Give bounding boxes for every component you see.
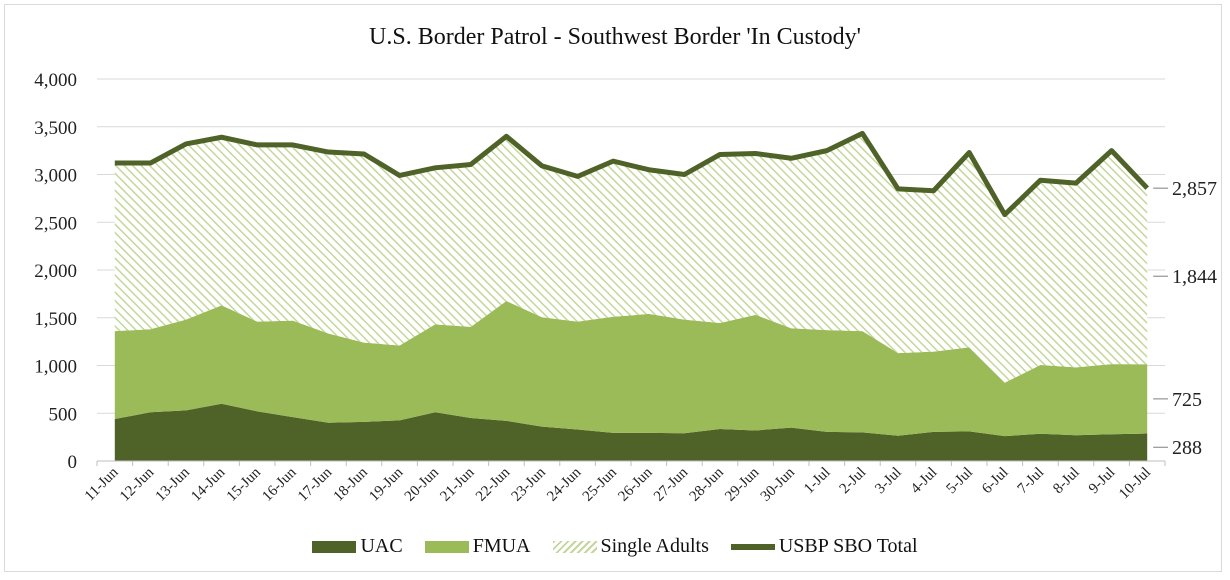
legend-item-fmua: FMUA: [424, 535, 531, 558]
legend-item-uac: UAC: [312, 535, 403, 558]
x-tick-label: 13-Jun: [153, 464, 194, 505]
x-tick-label: 3-Jul: [872, 465, 905, 498]
x-tick-label: 20-Jun: [402, 464, 443, 505]
legend-swatch-total: [730, 543, 775, 550]
y-tick-label: 4,000: [34, 70, 77, 91]
chart-plot: 05001,0001,5002,0002,5003,0003,5004,000 …: [34, 70, 1217, 505]
area-uac: [114, 403, 1148, 461]
legend-label-total: USBP SBO Total: [778, 535, 918, 557]
legend-label-fmua: FMUA: [472, 535, 531, 557]
x-tick-label: 1-Jul: [801, 465, 834, 498]
x-tick-label: 22-Jun: [473, 464, 514, 505]
x-tick-label: 9-Jul: [1086, 465, 1119, 498]
chart-title: U.S. Border Patrol - Southwest Border 'I…: [369, 24, 861, 50]
annotation-label: 2,857: [1172, 178, 1217, 200]
x-tick-label: 8-Jul: [1050, 465, 1083, 498]
x-tick-label: 14-Jun: [188, 464, 229, 505]
x-tick-label: 26-Jun: [615, 464, 656, 505]
line-total: [114, 130, 1150, 218]
y-tick-label: 2,000: [34, 261, 77, 282]
x-tick-label: 6-Jul: [979, 465, 1012, 498]
x-tick-label: 17-Jun: [295, 464, 336, 505]
y-tick-label: 1,500: [34, 309, 77, 330]
y-tick-label: 3,000: [34, 166, 77, 187]
legend-item-total: USBP SBO Total: [730, 535, 918, 558]
x-tick-label: 4-Jul: [908, 465, 941, 498]
x-tick-label: 30-Jun: [758, 464, 799, 505]
x-tick-label: 5-Jul: [944, 465, 977, 498]
y-tick-label: 0: [68, 452, 78, 473]
x-tick-label: 11-Jun: [82, 464, 122, 504]
x-tick-label: 7-Jul: [1015, 465, 1048, 498]
x-tick-label: 19-Jun: [366, 464, 407, 505]
x-tick-label: 29-Jun: [722, 464, 763, 505]
x-tick-label: 23-Jun: [509, 464, 550, 505]
x-tick-label: 15-Jun: [224, 464, 265, 505]
area-fmua: [114, 301, 1148, 437]
x-tick-label: 2-Jul: [837, 465, 870, 498]
y-tick-label: 1,000: [34, 357, 77, 378]
x-tick-label: 25-Jun: [580, 464, 621, 505]
legend-swatch-uac: [312, 540, 357, 553]
annotation-label: 288: [1172, 437, 1202, 459]
x-tick-label: 12-Jun: [117, 464, 158, 505]
y-tick-label: 2,500: [34, 213, 77, 234]
x-tick-label: 27-Jun: [651, 464, 692, 505]
legend-label-uac: UAC: [360, 535, 403, 557]
area-single-adults: [114, 133, 1148, 383]
annotation-label: 1,844: [1172, 266, 1217, 288]
x-tick-label: 10-Jul: [1116, 465, 1154, 503]
x-tick-label: 28-Jun: [687, 464, 728, 505]
y-tick-label: 500: [49, 404, 78, 425]
legend-label-single-adults: Single Adults: [600, 535, 709, 557]
x-tick-label: 21-Jun: [437, 464, 478, 505]
legend-swatch-single-adults: [552, 540, 597, 553]
legend-item-single-adults: Single Adults: [552, 535, 709, 558]
legend-swatch-fmua: [424, 540, 469, 553]
x-tick-label: 24-Jun: [544, 464, 585, 505]
y-tick-label: 3,500: [34, 118, 77, 139]
x-tick-label: 18-Jun: [331, 464, 372, 505]
annotation-label: 725: [1172, 389, 1202, 411]
chart-legend: UAC FMUA Single Adults USBP SBO Total: [0, 535, 1230, 558]
x-tick-label: 16-Jun: [259, 464, 300, 505]
